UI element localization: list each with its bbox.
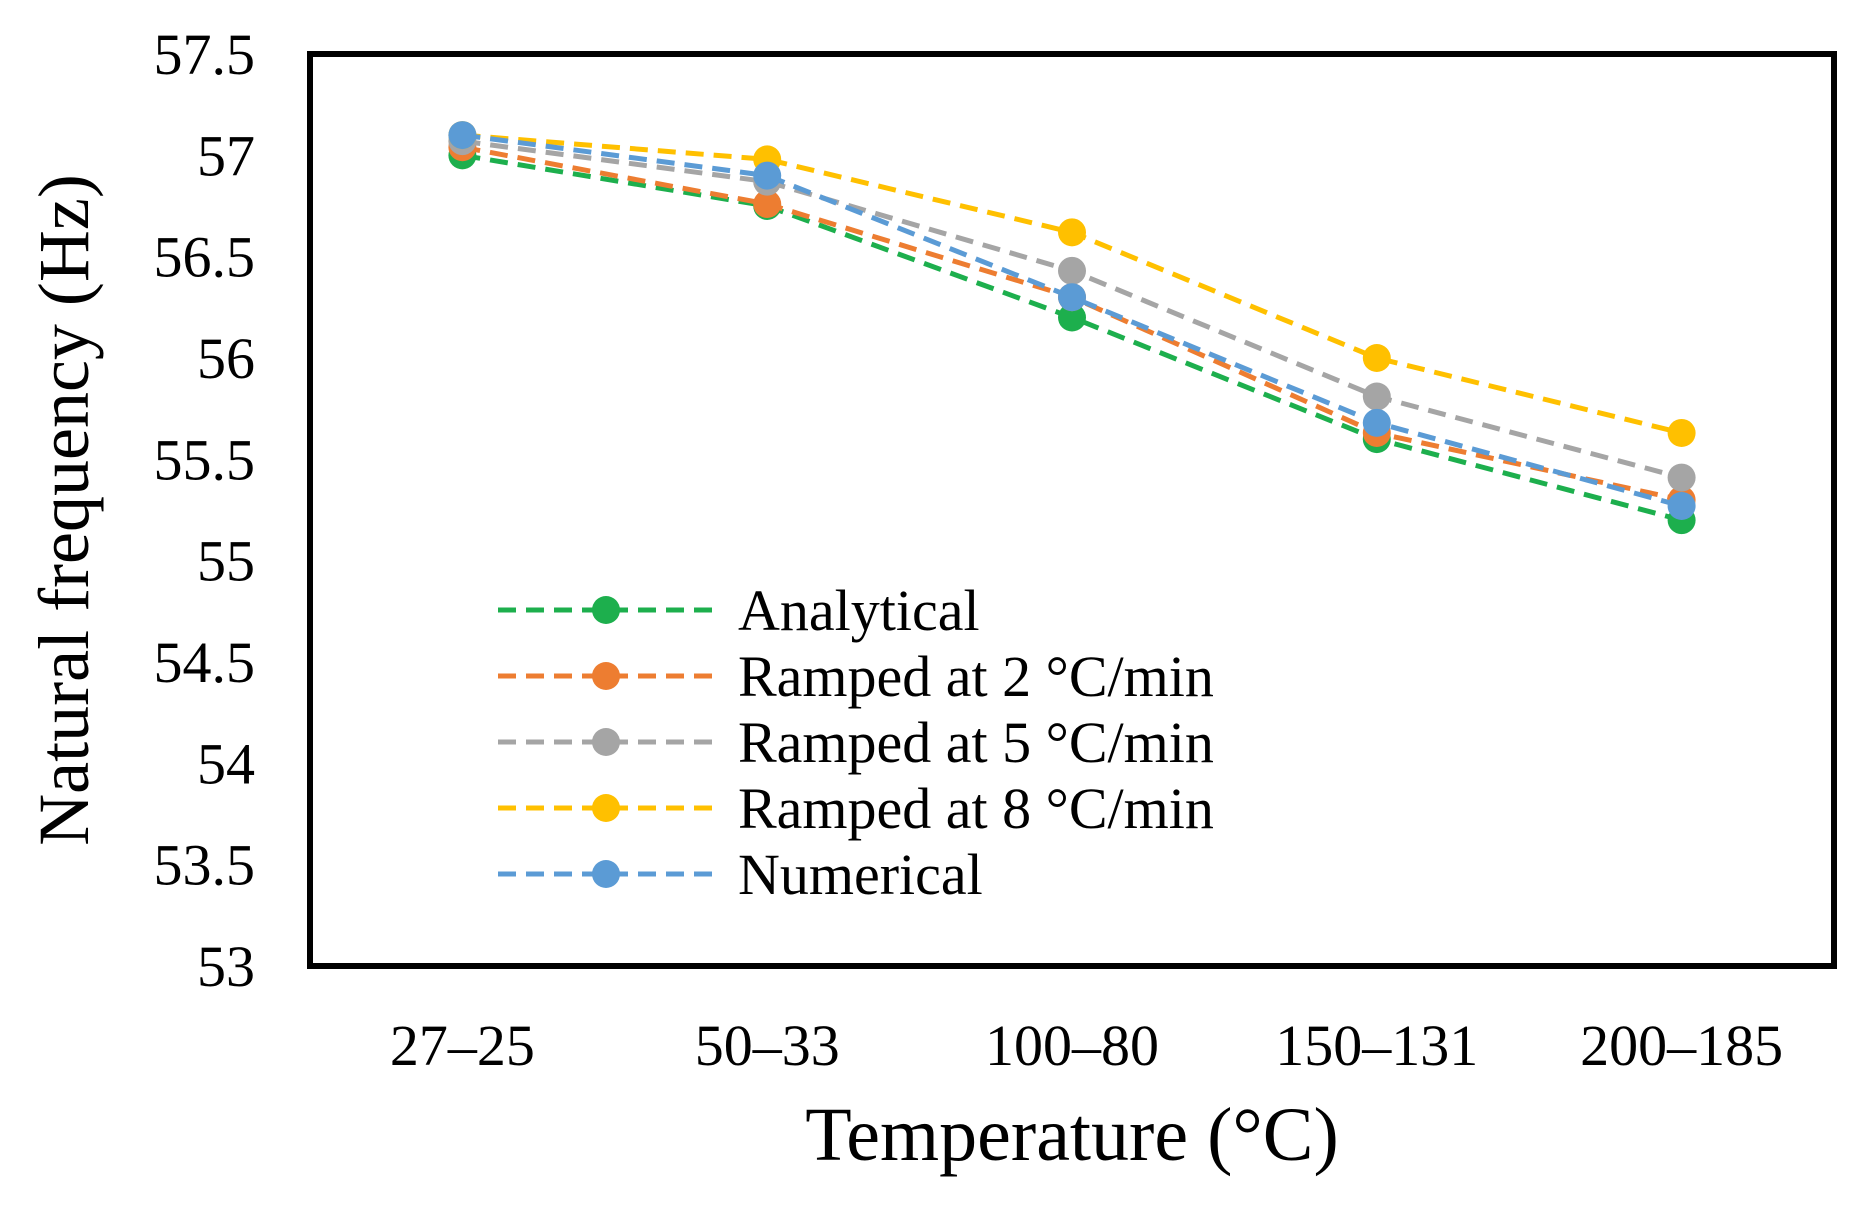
- y-tick-label: 53.5: [154, 833, 256, 898]
- series-4: [448, 121, 1696, 520]
- data-point: [753, 189, 782, 218]
- x-axis-ticks: 27–25 50–33 100–80 150–131 200–185: [390, 1013, 1783, 1078]
- series-layer: [448, 121, 1696, 535]
- x-tick-label: 200–185: [1580, 1013, 1783, 1078]
- y-tick-label: 57.5: [154, 22, 256, 87]
- y-tick-label: 57: [197, 123, 255, 188]
- legend-label: Ramped at 8 °C/min: [738, 776, 1214, 841]
- y-tick-label: 55: [197, 529, 255, 594]
- y-tick-label: 54.5: [154, 630, 256, 695]
- legend-label: Numerical: [738, 842, 983, 907]
- plot-area-border: [307, 51, 1837, 969]
- data-point: [1667, 418, 1696, 447]
- legend-item: Ramped at 8 °C/min: [498, 776, 1214, 841]
- data-point: [753, 161, 782, 190]
- legend-label: Ramped at 2 °C/min: [738, 644, 1214, 709]
- legend-swatch-marker: [592, 662, 620, 690]
- series-line: [462, 132, 1683, 509]
- legend-item: Ramped at 2 °C/min: [498, 644, 1214, 709]
- x-tick-label: 150–131: [1275, 1013, 1478, 1078]
- legend-item: Analytical: [498, 578, 980, 643]
- y-tick-label: 53: [197, 934, 255, 999]
- series-line: [461, 152, 1683, 523]
- data-point: [448, 121, 477, 150]
- x-tick-label: 27–25: [390, 1013, 535, 1078]
- y-axis-ticks: 53 53.5 54 54.5 55 55.5 56 56.5 57 57.5: [154, 22, 256, 999]
- legend-swatch-marker: [592, 728, 620, 756]
- legend-item: Numerical: [498, 842, 983, 907]
- legend-swatch-marker: [592, 860, 620, 888]
- data-point: [1058, 256, 1086, 285]
- y-tick-label: 55.5: [154, 427, 256, 492]
- data-point: [1058, 218, 1086, 247]
- x-axis-label: Temperature (°C): [805, 1093, 1339, 1177]
- series-0: [448, 141, 1696, 535]
- legend-item: Ramped at 5 °C/min: [498, 710, 1214, 775]
- x-tick-label: 50–33: [695, 1013, 840, 1078]
- legend-label: Ramped at 5 °C/min: [738, 710, 1214, 775]
- data-point: [1362, 408, 1391, 437]
- data-point: [1058, 303, 1086, 332]
- legend-swatch-marker: [592, 794, 620, 822]
- legend-label: Analytical: [738, 578, 980, 643]
- y-tick-label: 56: [197, 326, 255, 391]
- x-tick-label: 100–80: [985, 1013, 1159, 1078]
- data-point: [1362, 344, 1391, 372]
- data-point: [1058, 283, 1086, 312]
- data-point: [1362, 382, 1391, 411]
- data-point: [1667, 491, 1696, 520]
- y-axis-label: Natural frequency (Hz): [24, 174, 104, 846]
- y-tick-label: 54: [197, 731, 255, 796]
- data-point: [1667, 463, 1696, 492]
- y-tick-label: 56.5: [154, 225, 256, 290]
- legend-swatch-marker: [592, 596, 620, 624]
